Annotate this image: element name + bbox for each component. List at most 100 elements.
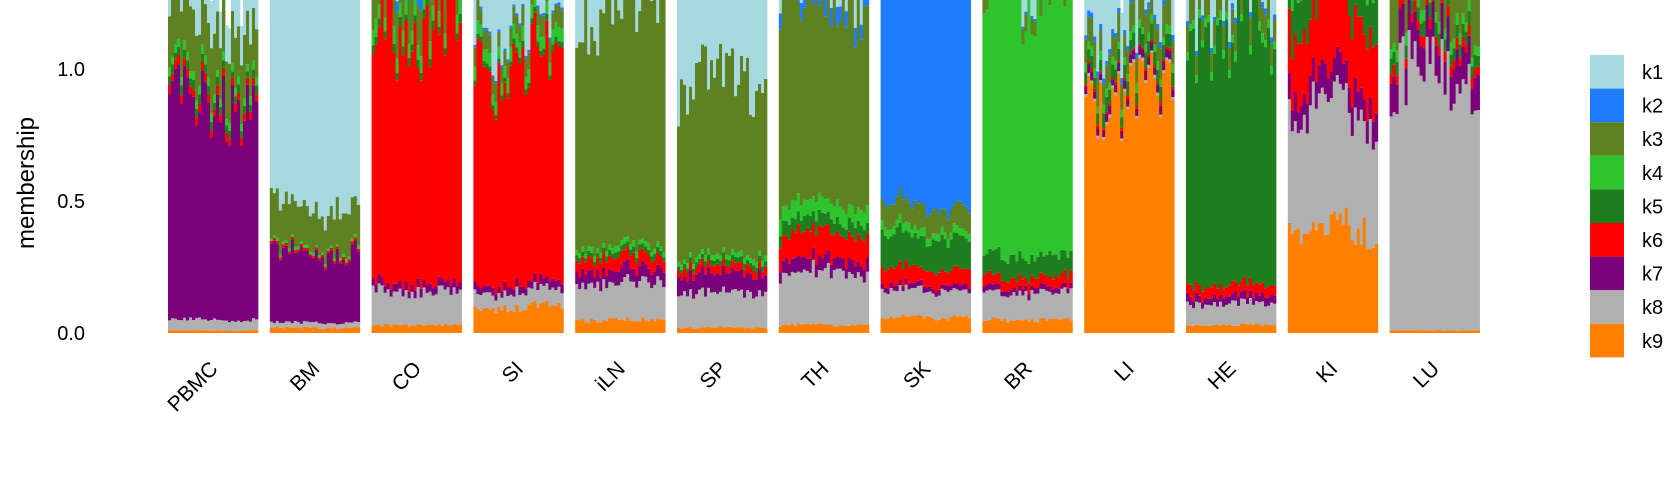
bar-segment-k3	[1135, 59, 1138, 84]
bar-segment-k1	[357, 0, 360, 205]
bar-segment-k4	[968, 234, 971, 241]
bar-segment-k7	[1330, 71, 1333, 98]
x-tick-label: BR	[1000, 357, 1037, 394]
bar-segment-k4	[1102, 105, 1105, 114]
bar-segment-k2	[1024, 12, 1027, 15]
bar-segment-k9	[201, 330, 204, 333]
bar-segment-k5	[1030, 255, 1033, 275]
bar-segment-k7	[575, 272, 578, 284]
bar-segment-k8	[752, 298, 755, 328]
bar-segment-k3	[1165, 0, 1168, 24]
bar-segment-k6	[414, 23, 417, 291]
bar-segment-k4	[680, 264, 683, 269]
bar-segment-k9	[435, 325, 438, 333]
bar-segment-k5	[740, 256, 743, 262]
bar-segment-k4	[429, 41, 432, 59]
legend-label-k3: k3	[1642, 129, 1663, 151]
bar-segment-k7	[1216, 299, 1219, 307]
bar-segment-k6	[842, 238, 845, 259]
bar-segment-k3	[911, 209, 914, 230]
bar-segment-k5	[438, 27, 441, 35]
bar-segment-k9	[533, 301, 536, 333]
bar-segment-k5	[1108, 90, 1111, 104]
bar-segment-k5	[527, 83, 530, 88]
bar-segment-k9	[809, 324, 812, 333]
bar-segment-k8	[315, 322, 318, 328]
bar-segment-k5	[1153, 52, 1156, 65]
bar-segment-k7	[581, 269, 584, 283]
bar-segment-k5	[246, 71, 249, 77]
bar-segment-k7	[255, 101, 258, 319]
bar-segment-k6	[881, 266, 884, 283]
bar-segment-k3	[731, 48, 734, 249]
bar-segment-k7	[836, 257, 839, 269]
bar-segment-k6	[450, 0, 453, 285]
bar-segment-k7	[611, 271, 614, 283]
bar-segment-k6	[1369, 27, 1372, 98]
bar-segment-k8	[743, 298, 746, 329]
bar-segment-k8	[426, 293, 429, 325]
bar-segment-k8	[851, 274, 854, 324]
bar-segment-k4	[866, 205, 869, 223]
bar-segment-k6	[1051, 280, 1054, 290]
bar-segment-k2	[1114, 33, 1117, 38]
x-tick-label: KI	[1312, 357, 1342, 387]
bar-segment-k5	[521, 41, 524, 47]
bar-segment-k7	[1414, 12, 1417, 41]
bar-segment-k3	[210, 48, 213, 113]
bar-segment-k2	[1147, 2, 1150, 8]
bar-segment-k4	[411, 31, 414, 45]
bar-segment-k6	[644, 252, 647, 265]
bar-segment-k3	[1159, 48, 1162, 79]
bar-segment-k5	[677, 266, 680, 270]
bar-segment-k4	[1423, 10, 1426, 21]
bar-segment-k5	[1450, 55, 1453, 67]
bar-segment-k8	[647, 282, 650, 321]
bar-segment-k9	[1087, 76, 1090, 333]
bar-segment-k9	[926, 316, 929, 333]
bar-segment-k6	[809, 232, 812, 259]
bar-segment-k7	[926, 287, 929, 292]
bar-segment-k3	[294, 201, 297, 247]
bar-segment-k9	[1264, 325, 1267, 333]
bar-segment-k3	[626, 0, 629, 236]
bar-segment-k8	[803, 269, 806, 323]
bar-segment-k8	[1333, 81, 1336, 211]
bar-segment-k3	[629, 0, 632, 244]
bar-segment-k7	[1324, 63, 1327, 94]
bar-segment-k4	[518, 43, 521, 58]
bar-segment-k1	[650, 0, 653, 1]
bar-segment-k6	[887, 270, 890, 289]
bar-segment-k8	[599, 291, 602, 322]
bar-segment-k1	[330, 0, 333, 206]
bar-segment-k6	[336, 247, 339, 249]
bar-segment-k7	[399, 280, 402, 289]
bar-segment-k9	[1228, 325, 1231, 333]
bar-segment-k4	[228, 123, 231, 131]
bar-segment-k6	[557, 46, 560, 280]
bar-segment-k2	[551, 10, 554, 13]
bar-segment-k4	[1297, 0, 1300, 3]
bar-segment-k8	[456, 294, 459, 325]
bar-segment-k5	[1264, 47, 1267, 288]
bar-segment-k7	[743, 277, 746, 298]
bar-segment-k5	[378, 18, 381, 27]
bar-segment-k7	[1273, 296, 1276, 304]
bar-segment-k9	[1447, 330, 1450, 333]
bar-segment-k5	[575, 255, 578, 261]
bar-segment-k4	[1138, 20, 1141, 28]
bar-segment-k4	[991, 0, 994, 250]
bar-segment-k5	[1366, 5, 1369, 49]
bar-segment-k9	[189, 330, 192, 333]
bar-segment-k7	[336, 249, 339, 325]
bar-segment-k2	[1186, 21, 1189, 26]
bar-segment-k4	[806, 200, 809, 214]
bar-segment-k8	[1402, 36, 1405, 330]
bar-segment-k6	[1288, 8, 1291, 73]
bar-segment-k4	[300, 241, 303, 243]
bar-segment-k8	[611, 283, 614, 319]
bar-segment-k4	[473, 67, 476, 81]
bar-segment-k4	[438, 11, 441, 27]
bar-segment-k6	[731, 260, 734, 268]
